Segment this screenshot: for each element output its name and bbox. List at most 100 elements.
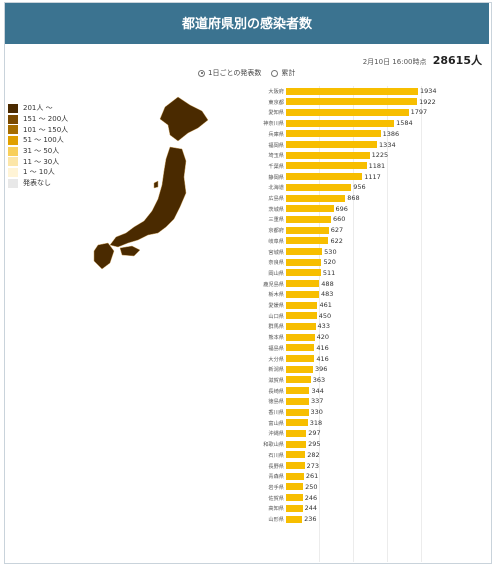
bar-value: 1797 xyxy=(410,108,428,117)
bar[interactable] xyxy=(286,312,317,320)
bar[interactable] xyxy=(286,440,307,448)
bar[interactable] xyxy=(286,173,363,181)
bar-value: 282 xyxy=(307,450,320,459)
legend-swatch xyxy=(8,114,18,124)
bar-value: 1386 xyxy=(382,129,400,138)
bar[interactable] xyxy=(286,98,418,106)
bar[interactable] xyxy=(286,215,332,223)
bar-label: 富山県 xyxy=(268,420,284,427)
bar-label: 愛知県 xyxy=(268,110,284,117)
bar[interactable] xyxy=(286,226,329,234)
bar-label: 東京都 xyxy=(268,99,284,106)
bar[interactable] xyxy=(286,87,418,95)
bar[interactable] xyxy=(286,472,304,480)
bar-value: 261 xyxy=(305,472,319,481)
bar[interactable] xyxy=(286,108,409,116)
bar[interactable] xyxy=(286,248,323,255)
bar-value: 1922 xyxy=(419,97,436,106)
view-toggle: 1日ごとの発表数 累計 xyxy=(198,68,295,78)
bar-label: 和歌山県 xyxy=(263,442,284,449)
legend-item: 51 ～ 100人 xyxy=(8,135,68,146)
bar-value: 250 xyxy=(305,482,318,491)
bar[interactable] xyxy=(286,504,303,512)
bar[interactable] xyxy=(286,162,367,170)
bar[interactable] xyxy=(286,483,304,491)
bar-label: 千葉県 xyxy=(268,163,284,170)
legend-label: 51 ～ 100人 xyxy=(23,136,64,145)
bar-value: 696 xyxy=(335,204,348,213)
bar[interactable] xyxy=(286,141,378,148)
bar-value: 660 xyxy=(333,215,346,224)
legend-label: 101 ～ 150人 xyxy=(23,125,69,134)
bar[interactable] xyxy=(286,429,307,437)
bar-value: 530 xyxy=(324,247,337,256)
bar[interactable] xyxy=(286,301,318,309)
bar-value: 420 xyxy=(316,333,330,342)
bar-value: 488 xyxy=(321,279,334,288)
bar-label: 北海道 xyxy=(268,185,284,192)
bar[interactable] xyxy=(286,462,305,469)
legend-swatch xyxy=(8,178,18,188)
bar[interactable] xyxy=(286,183,352,191)
bar-value: 433 xyxy=(317,322,330,331)
sado-island xyxy=(153,180,159,189)
bar-value: 244 xyxy=(304,504,318,513)
bar-value: 511 xyxy=(322,268,336,277)
bar[interactable] xyxy=(286,205,334,213)
panel-frame xyxy=(4,2,492,564)
radio-daily-label: 1日ごとの発表数 xyxy=(208,69,262,77)
bar[interactable] xyxy=(286,397,309,405)
legend-swatch xyxy=(8,167,18,177)
bar-value: 622 xyxy=(330,236,343,245)
bar[interactable] xyxy=(286,376,311,384)
bar[interactable] xyxy=(286,344,315,352)
legend-swatch xyxy=(8,103,18,113)
bar-label: 滋賀県 xyxy=(268,377,284,384)
bar[interactable] xyxy=(286,355,315,362)
bar[interactable] xyxy=(286,119,395,127)
bar[interactable] xyxy=(286,515,303,523)
radio-daily-dot[interactable] xyxy=(198,69,205,77)
radio-cumulative-dot[interactable] xyxy=(271,69,279,77)
legend-item: 151 ～ 200人 xyxy=(8,114,68,125)
japan-map[interactable] xyxy=(70,85,250,275)
bar[interactable] xyxy=(286,290,319,298)
bar[interactable] xyxy=(286,419,308,427)
bar[interactable] xyxy=(286,365,314,373)
bar[interactable] xyxy=(286,333,315,341)
bar-label: 長野県 xyxy=(268,463,284,470)
bar[interactable] xyxy=(286,408,309,416)
bar[interactable] xyxy=(286,322,316,330)
bar[interactable] xyxy=(286,451,306,459)
bar-value: 396 xyxy=(315,365,328,374)
bar-label: 愛媛県 xyxy=(268,303,284,309)
bar[interactable] xyxy=(286,237,329,245)
bar-label: 兵庫県 xyxy=(268,131,284,138)
legend-label: 発表なし xyxy=(23,179,51,188)
legend-item: 1 ～ 10人 xyxy=(8,167,68,178)
bar-label: 熊本県 xyxy=(268,335,284,342)
bar[interactable] xyxy=(286,151,370,159)
bar[interactable] xyxy=(286,280,320,288)
radio-daily[interactable]: 1日ごとの発表数 xyxy=(198,68,261,78)
timestamp: 2月10日 16:00時点 xyxy=(362,58,427,66)
bar-label: 徳島県 xyxy=(268,399,284,406)
bar-value: 337 xyxy=(311,397,324,406)
page-title: 都道府県別の感染者数 xyxy=(181,17,312,32)
bar-value: 1225 xyxy=(371,151,389,160)
bar-value: 318 xyxy=(309,418,323,427)
bar[interactable] xyxy=(286,130,381,138)
bar[interactable] xyxy=(286,258,322,266)
bar-value: 297 xyxy=(308,429,321,438)
legend-swatch xyxy=(8,135,18,145)
bar-label: 埼玉県 xyxy=(268,153,284,160)
legend-item: 101 ～ 150人 xyxy=(8,124,68,135)
total-summary: 2月10日 16:00時点 28615人 xyxy=(363,52,482,68)
bar-value: 1334 xyxy=(379,140,396,149)
bar[interactable] xyxy=(286,494,303,502)
bar[interactable] xyxy=(286,269,321,277)
bar-label: 鹿児島県 xyxy=(263,281,284,288)
radio-cumulative[interactable]: 累計 xyxy=(271,68,295,78)
bar[interactable] xyxy=(286,194,346,202)
bar[interactable] xyxy=(286,387,310,395)
